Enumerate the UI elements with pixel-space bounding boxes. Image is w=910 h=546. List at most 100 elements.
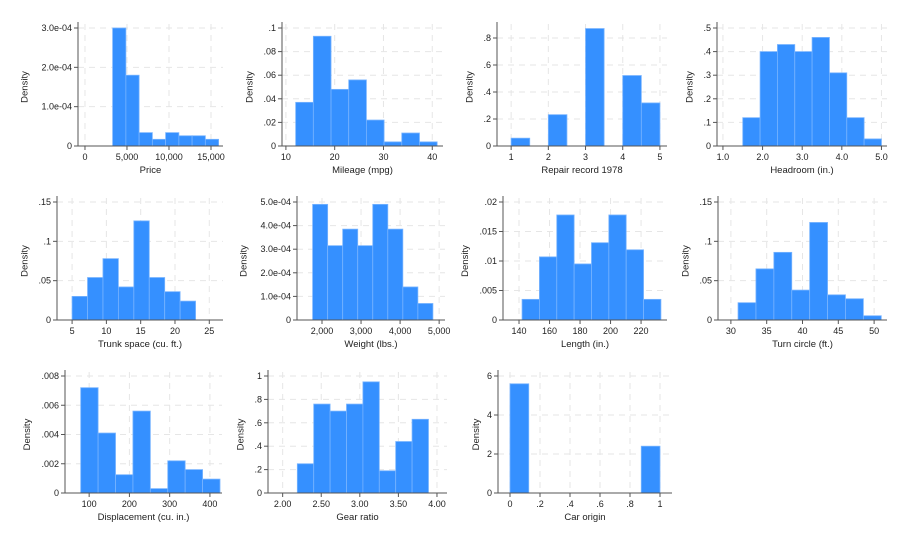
x-tick-label: 3,000 bbox=[350, 326, 373, 336]
x-tick-label: 140 bbox=[512, 326, 527, 336]
x-axis-label: Mileage (mpg) bbox=[332, 165, 393, 176]
histogram-bar bbox=[625, 249, 644, 321]
y-tick-label: .006 bbox=[41, 400, 59, 410]
histogram-bar bbox=[313, 403, 331, 494]
x-tick-label: .4 bbox=[566, 499, 574, 509]
histogram-bar bbox=[295, 101, 314, 147]
x-tick-label: 200 bbox=[603, 326, 618, 336]
y-tick-label: .5 bbox=[703, 23, 711, 33]
y-tick-label: 6 bbox=[487, 371, 492, 381]
histogram-bar bbox=[640, 102, 661, 147]
histogram-bar bbox=[149, 488, 169, 494]
histogram-bar bbox=[773, 251, 793, 321]
histogram-bar bbox=[342, 228, 359, 321]
x-tick-label: 160 bbox=[542, 326, 557, 336]
histogram-bar bbox=[378, 470, 397, 494]
y-tick-label: .4 bbox=[703, 47, 711, 57]
x-tick-label: .6 bbox=[596, 499, 604, 509]
y-axis-label: Density bbox=[236, 418, 247, 450]
y-axis-label: Density bbox=[244, 71, 255, 103]
x-tick-label: 3 bbox=[583, 152, 588, 162]
histogram-bar bbox=[348, 79, 367, 147]
histogram-bar bbox=[640, 445, 661, 494]
y-tick-label: .05 bbox=[699, 276, 712, 286]
x-tick-label: .8 bbox=[626, 499, 634, 509]
x-tick-label: 5,000 bbox=[428, 326, 451, 336]
x-axis-label: Car origin bbox=[564, 512, 605, 523]
x-tick-label: 400 bbox=[202, 499, 217, 509]
x-tick-label: 2.50 bbox=[312, 499, 330, 509]
histogram-bar bbox=[312, 203, 329, 321]
histogram-bar bbox=[202, 478, 221, 494]
x-axis-label: Length (in.) bbox=[561, 339, 609, 350]
y-tick-label: 3.0e-04 bbox=[41, 23, 72, 33]
histogram-bar bbox=[179, 300, 196, 321]
histogram-bar bbox=[327, 245, 344, 321]
histogram-bar bbox=[387, 228, 404, 321]
x-tick-label: 5.0 bbox=[875, 152, 888, 162]
histogram-panel: 0 1.0e-04 2.0e-04 3.0e-04 0 5,000 10,000 15,000… bbox=[20, 22, 225, 176]
y-tick-label: .2 bbox=[254, 465, 262, 475]
histogram-bar bbox=[794, 51, 813, 147]
histogram-bar bbox=[811, 37, 830, 147]
x-tick-label: 2.00 bbox=[274, 499, 292, 509]
histogram-bar bbox=[312, 35, 332, 147]
histogram-panel: 0 .2 .4 .6 .8 1 2.00 2.50 3.00 3.50 4.00 Gear ratio… bbox=[236, 370, 447, 523]
x-tick-label: 35 bbox=[762, 326, 772, 336]
histogram-bar bbox=[138, 132, 153, 147]
histogram-bar bbox=[87, 277, 104, 321]
y-tick-label: .01 bbox=[484, 256, 497, 266]
histogram-bar bbox=[411, 418, 429, 494]
x-tick-label: 4,000 bbox=[389, 326, 412, 336]
histogram-bar bbox=[419, 141, 438, 147]
x-tick-label: 3.00 bbox=[351, 499, 369, 509]
x-tick-label: 300 bbox=[162, 499, 177, 509]
y-tick-label: .06 bbox=[263, 70, 276, 80]
histogram-bar bbox=[366, 119, 385, 147]
y-tick-label: .15 bbox=[38, 197, 51, 207]
histogram-bar bbox=[330, 88, 350, 147]
x-axis-label: Repair record 1978 bbox=[541, 165, 622, 176]
histogram-bar bbox=[845, 298, 864, 321]
y-tick-label: .005 bbox=[479, 286, 497, 296]
histogram-bar bbox=[777, 44, 796, 147]
histogram-bar bbox=[148, 277, 166, 321]
y-axis-label: Density bbox=[20, 71, 31, 103]
x-axis-label: Trunk space (cu. ft.) bbox=[98, 339, 182, 350]
x-axis-label: Headroom (in.) bbox=[770, 165, 833, 176]
histogram-panel: 0 .02 .04 .06 .08 .1 10 20 30 40 Mileage (mpg) Dens… bbox=[244, 22, 443, 176]
histogram-bar bbox=[125, 74, 140, 147]
y-tick-label: 0 bbox=[46, 315, 51, 325]
histogram-panel: 0 .2 .4 .6 .8 1 2 3 4 5 Repair record 1978 Density bbox=[465, 22, 667, 176]
y-tick-label: 0 bbox=[67, 141, 72, 151]
histogram-bar bbox=[372, 203, 389, 321]
histogram-bar bbox=[165, 132, 180, 147]
x-tick-label: 200 bbox=[122, 499, 137, 509]
x-tick-label: 45 bbox=[833, 326, 843, 336]
x-tick-label: 10,000 bbox=[155, 152, 183, 162]
y-tick-label: .6 bbox=[483, 60, 491, 70]
histogram-bar bbox=[791, 289, 811, 321]
y-tick-label: .04 bbox=[263, 94, 276, 104]
y-tick-label: .05 bbox=[38, 276, 51, 286]
x-axis-label: Weight (lbs.) bbox=[344, 339, 397, 350]
x-tick-label: 50 bbox=[869, 326, 879, 336]
y-tick-label: 0 bbox=[54, 488, 59, 498]
y-tick-label: .4 bbox=[254, 441, 262, 451]
x-tick-label: 3.50 bbox=[390, 499, 408, 509]
histogram-bar bbox=[133, 220, 150, 321]
histogram-bar bbox=[402, 286, 419, 321]
x-tick-label: 4.00 bbox=[428, 499, 446, 509]
histogram-bar bbox=[346, 403, 364, 494]
y-axis-label: Density bbox=[239, 245, 250, 277]
y-tick-label: 1.0e-04 bbox=[41, 102, 72, 112]
x-tick-label: 1.0 bbox=[717, 152, 730, 162]
histogram-bar bbox=[184, 469, 203, 494]
histogram-bar bbox=[827, 294, 846, 321]
x-tick-label: 40 bbox=[427, 152, 437, 162]
x-tick-label: 5 bbox=[657, 152, 662, 162]
y-axis-label: Density bbox=[460, 245, 471, 277]
histogram-bar bbox=[178, 135, 193, 147]
histogram-bar bbox=[622, 75, 642, 147]
